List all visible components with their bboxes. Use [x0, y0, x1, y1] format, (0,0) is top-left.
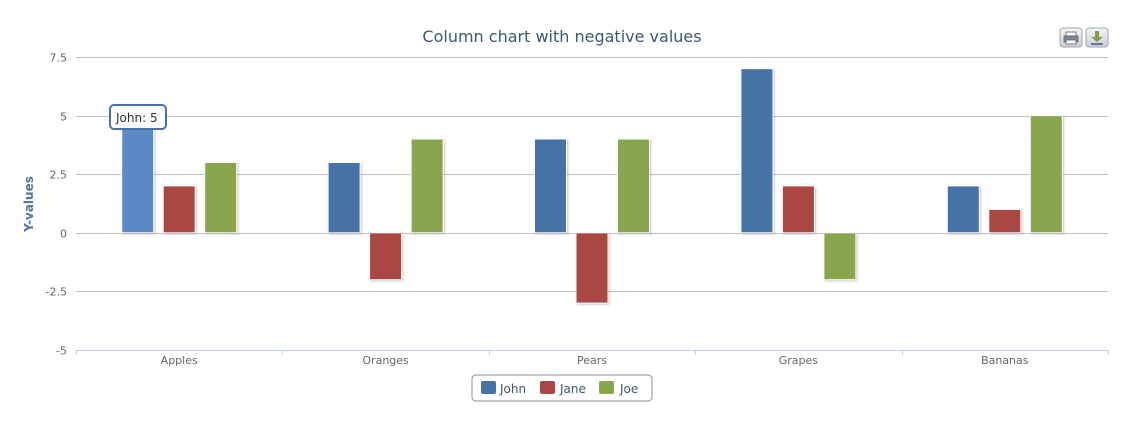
- tooltip: John: 5: [109, 104, 167, 130]
- legend: John Jane Joe: [471, 374, 653, 402]
- y-tick-label: 2.5: [50, 169, 68, 182]
- export-button[interactable]: [1085, 27, 1109, 48]
- bar-joe-bananas[interactable]: [1029, 115, 1063, 234]
- legend-label-joe: Joe: [619, 382, 638, 396]
- x-axis: Apples Oranges Pears Grapes Bananas: [76, 350, 1109, 367]
- y-axis-title: Y-values: [22, 176, 36, 233]
- bar-jane-grapes[interactable]: [781, 185, 815, 234]
- legend-label-john: John: [499, 382, 526, 396]
- x-tick-label: Oranges: [362, 354, 409, 367]
- bar-joe-pears[interactable]: [617, 138, 650, 234]
- y-tick-label: 0: [60, 228, 67, 241]
- bar-jane-bananas[interactable]: [988, 208, 1022, 234]
- bar-joe-grapes[interactable]: [823, 232, 857, 281]
- legend-swatch-john: [481, 381, 496, 394]
- bar-john-pears[interactable]: [534, 138, 567, 234]
- bar-jane-oranges[interactable]: [369, 232, 403, 281]
- legend-label-jane: Jane: [559, 382, 586, 396]
- bar-john-apples[interactable]: [121, 115, 155, 234]
- tooltip-text: John: 5: [115, 111, 158, 125]
- bar-joe-oranges[interactable]: [410, 138, 444, 234]
- download-icon: [1091, 31, 1103, 45]
- legend-swatch-joe: [599, 381, 614, 394]
- bar-john-oranges[interactable]: [327, 162, 361, 234]
- y-tick-label: -2.5: [46, 286, 67, 299]
- y-tick-label: 5: [60, 111, 67, 124]
- x-tick-label: Pears: [577, 354, 607, 367]
- printer-icon: [1063, 31, 1079, 45]
- print-button[interactable]: [1059, 27, 1083, 48]
- bar-joe-apples[interactable]: [204, 162, 238, 234]
- tooltip-box: [109, 104, 167, 130]
- x-tick-label: Grapes: [779, 354, 819, 367]
- legend-swatch-jane: [540, 381, 555, 394]
- bar-john-bananas[interactable]: [946, 185, 980, 234]
- bar-jane-pears[interactable]: [575, 232, 609, 304]
- bar-jane-apples[interactable]: [162, 185, 196, 234]
- chart-title: Column chart with negative values: [422, 27, 701, 46]
- bar-john-grapes[interactable]: [740, 68, 774, 234]
- legend-item-john[interactable]: John: [481, 381, 526, 396]
- legend-item-joe[interactable]: Joe: [599, 381, 638, 396]
- x-tick-label: Apples: [161, 354, 198, 367]
- x-tick-label: Bananas: [981, 354, 1029, 367]
- bars-layer: [121, 68, 1063, 304]
- y-tick-label: -5: [56, 345, 67, 358]
- legend-item-jane[interactable]: Jane: [540, 381, 586, 396]
- y-tick-label: 7.5: [50, 52, 68, 65]
- y-axis-ticks: 7.5 5 2.5 0 -2.5 -5: [46, 52, 67, 358]
